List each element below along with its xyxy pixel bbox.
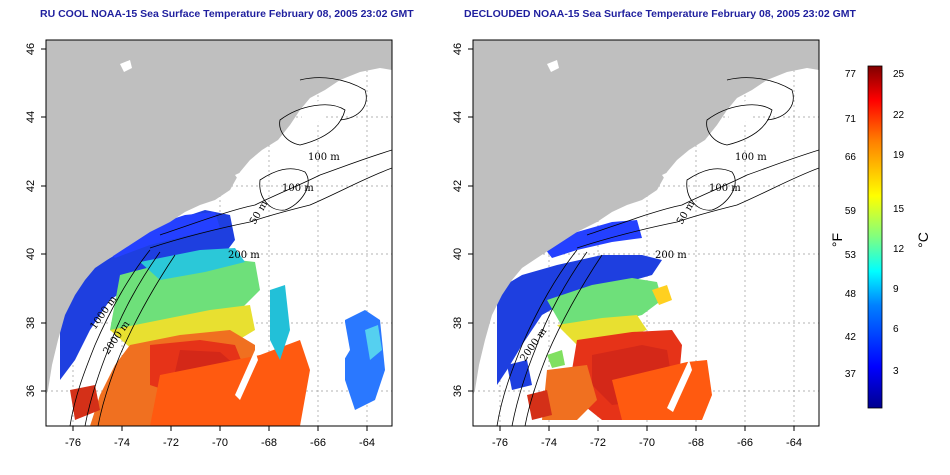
celsius-tick: 6 [893, 324, 899, 335]
fahrenheit-tick: 66 [845, 152, 857, 163]
celsius-tick: 22 [893, 110, 905, 121]
right-y-tick: 44 [452, 111, 464, 123]
celsius-tick: 15 [893, 204, 905, 215]
fahrenheit-unit-label: °F [829, 233, 845, 247]
left-contour-label-2: 100 m [282, 183, 314, 194]
left-contour-label-1: 100 m [308, 152, 340, 163]
fahrenheit-tick: 42 [845, 332, 857, 343]
fahrenheit-tick: 77 [845, 69, 857, 80]
right-contour-label-2: 100 m [709, 183, 741, 194]
celsius-tick: 9 [893, 284, 899, 295]
left-y-tick: 38 [25, 317, 37, 329]
right-sst-field [497, 220, 712, 420]
right-x-tick: -64 [786, 437, 802, 449]
left-x-tick: -68 [261, 437, 277, 449]
fahrenheit-tick: 37 [845, 369, 857, 380]
right-x-tick: -72 [590, 437, 606, 449]
left-x-tick: -70 [212, 437, 228, 449]
right-y-tick: 46 [452, 43, 464, 55]
right-x-tick: -66 [737, 437, 753, 449]
temperature-colorbar: °F °C 77 71 66 59 53 48 42 37 25 22 19 1… [829, 65, 931, 409]
left-x-tick: -72 [163, 437, 179, 449]
left-y-tick: 46 [25, 43, 37, 55]
left-map-frame [45, 39, 393, 427]
fahrenheit-tick: 59 [845, 206, 857, 217]
left-y-tick: 36 [25, 385, 37, 397]
celsius-tick: 19 [893, 150, 905, 161]
right-y-tick: 40 [452, 248, 464, 260]
right-x-axis: -76 -74 -72 -70 -68 -66 -64 [492, 426, 802, 449]
celsius-ticks: 25 22 19 15 12 9 6 3 [893, 69, 905, 377]
right-x-tick: -74 [541, 437, 557, 449]
left-y-tick: 44 [25, 111, 37, 123]
right-x-tick: -68 [688, 437, 704, 449]
right-map-title: DECLOUDED NOAA-15 Sea Surface Temperatur… [464, 8, 856, 20]
left-x-axis: -76 -74 -72 -70 -68 -66 -64 [65, 426, 375, 449]
left-map: 100 m 100 m 50 m 200 m 2000 m 1000 m -76… [25, 39, 393, 449]
left-contour-label-4: 200 m [228, 250, 260, 261]
fahrenheit-tick: 71 [845, 114, 857, 125]
right-y-tick: 36 [452, 385, 464, 397]
left-map-title: RU COOL NOAA-15 Sea Surface Temperature … [40, 8, 414, 20]
celsius-unit-label: °C [915, 232, 931, 248]
right-y-tick: 38 [452, 317, 464, 329]
celsius-tick: 25 [893, 69, 905, 80]
colorbar-gradient [867, 65, 883, 409]
fahrenheit-tick: 48 [845, 289, 857, 300]
left-x-tick: -74 [114, 437, 130, 449]
left-x-tick: -64 [359, 437, 375, 449]
fahrenheit-ticks: 77 71 66 59 53 48 42 37 [845, 69, 857, 380]
right-y-tick: 42 [452, 180, 464, 192]
right-x-tick: -70 [639, 437, 655, 449]
right-contour-label-1: 100 m [735, 152, 767, 163]
left-y-tick: 42 [25, 180, 37, 192]
left-y-tick: 40 [25, 248, 37, 260]
fahrenheit-tick: 53 [845, 250, 857, 261]
right-y-axis: 36 38 40 42 44 46 [452, 43, 473, 397]
celsius-tick: 3 [893, 366, 899, 377]
celsius-tick: 12 [893, 244, 905, 255]
left-sst-field [60, 210, 385, 426]
left-x-tick: -66 [310, 437, 326, 449]
right-map: 100 m 100 m 50 m 200 m 2000 m -76 -74 -7… [452, 39, 820, 449]
right-map-frame [472, 39, 820, 427]
right-contour-label-4: 200 m [655, 250, 687, 261]
right-x-tick: -76 [492, 437, 508, 449]
left-x-tick: -76 [65, 437, 81, 449]
left-y-axis: 36 38 40 42 44 46 [25, 43, 46, 397]
